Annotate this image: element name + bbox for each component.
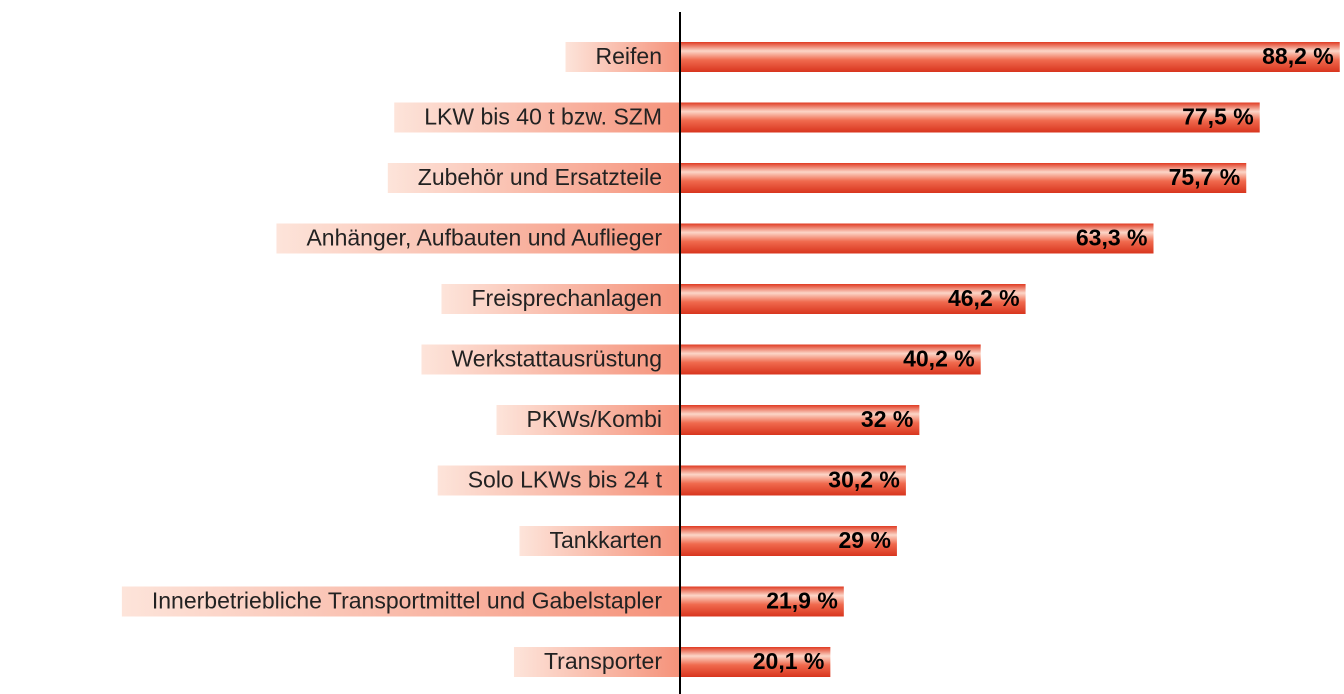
category-box — [421, 344, 680, 375]
category-box — [387, 163, 680, 193]
bar — [680, 102, 1260, 133]
value-label: 21,9 % — [766, 588, 838, 614]
value-label: 46,2 % — [948, 285, 1020, 311]
category-label: Werkstattausrüstung — [451, 346, 662, 372]
value-label: 88,2 % — [1262, 43, 1334, 69]
category-label: Innerbetriebliche Transportmittel und Ga… — [152, 588, 662, 614]
bar — [680, 465, 906, 496]
category-label: Freisprechanlagen — [471, 285, 662, 311]
bar — [680, 42, 1340, 72]
category-label: Tankkarten — [549, 527, 662, 553]
value-label: 20,1 % — [753, 648, 825, 674]
category-label: PKWs/Kombi — [527, 406, 662, 432]
bar — [680, 344, 981, 375]
value-label: 40,2 % — [903, 346, 975, 372]
category-box — [565, 42, 680, 72]
category-label: Solo LKWs bis 24 t — [468, 467, 663, 493]
bar — [680, 526, 897, 556]
category-box — [519, 526, 680, 556]
value-label: 75,7 % — [1169, 164, 1241, 190]
category-label: Reifen — [596, 43, 662, 69]
category-box — [437, 465, 680, 496]
value-label: 29 % — [838, 527, 890, 553]
category-box — [513, 647, 680, 677]
value-label: 63,3 % — [1076, 225, 1148, 251]
bar — [680, 405, 920, 435]
bar — [680, 223, 1154, 254]
category-label: Transporter — [544, 648, 662, 674]
bar — [680, 647, 831, 677]
value-label: 30,2 % — [828, 467, 900, 493]
category-label: LKW bis 40 t bzw. SZM — [424, 104, 662, 130]
value-label: 77,5 % — [1182, 104, 1254, 130]
bar — [680, 163, 1247, 193]
category-box — [121, 586, 680, 617]
category-label: Anhänger, Aufbauten und Auflieger — [306, 225, 662, 251]
category-box — [496, 405, 680, 435]
category-box — [394, 102, 680, 133]
category-label: Zubehör und Ersatzteile — [418, 164, 662, 190]
category-box — [276, 223, 680, 254]
bar — [680, 586, 844, 617]
bar — [680, 284, 1026, 314]
category-box — [441, 284, 680, 314]
value-label: 32 % — [861, 406, 913, 432]
